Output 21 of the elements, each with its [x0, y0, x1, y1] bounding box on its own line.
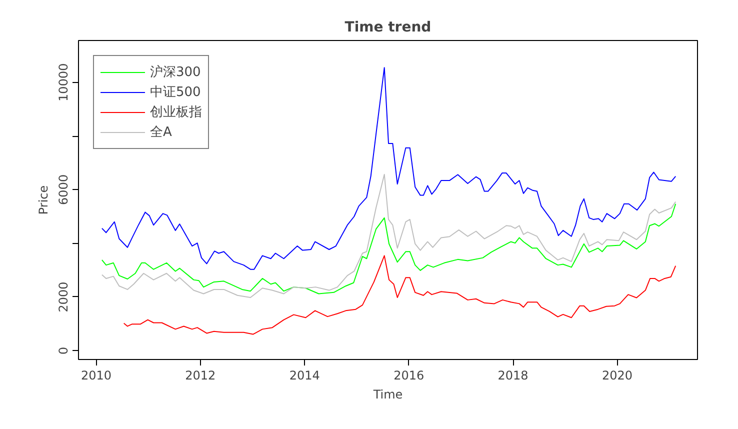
legend-label: 创业板指 [150, 104, 202, 121]
x-tick-label: 2012 [185, 368, 216, 382]
line-series [123, 255, 676, 335]
y-tick-label: 0 [56, 346, 70, 354]
x-tick-label: 2016 [394, 368, 424, 382]
x-tick-label: 2010 [80, 368, 112, 382]
y-tick-label: 6000 [56, 174, 70, 205]
x-tick-label: 2020 [602, 368, 633, 382]
legend-label: 中证500 [150, 84, 201, 101]
x-tick-label: 2014 [289, 368, 320, 382]
y-axis-title: Price [36, 185, 50, 215]
y-tick-label: 2000 [56, 282, 70, 312]
y-tick-label: 10000 [56, 63, 70, 102]
x-tick-label: 2018 [498, 368, 528, 382]
line-series [101, 67, 676, 270]
line-series [101, 174, 676, 298]
legend-label: 沪深300 [150, 64, 201, 81]
legend-label: 全A [150, 124, 172, 141]
x-axis-title: Time [372, 388, 403, 402]
line-series [101, 203, 676, 294]
chart-title: Time trend [344, 20, 432, 36]
